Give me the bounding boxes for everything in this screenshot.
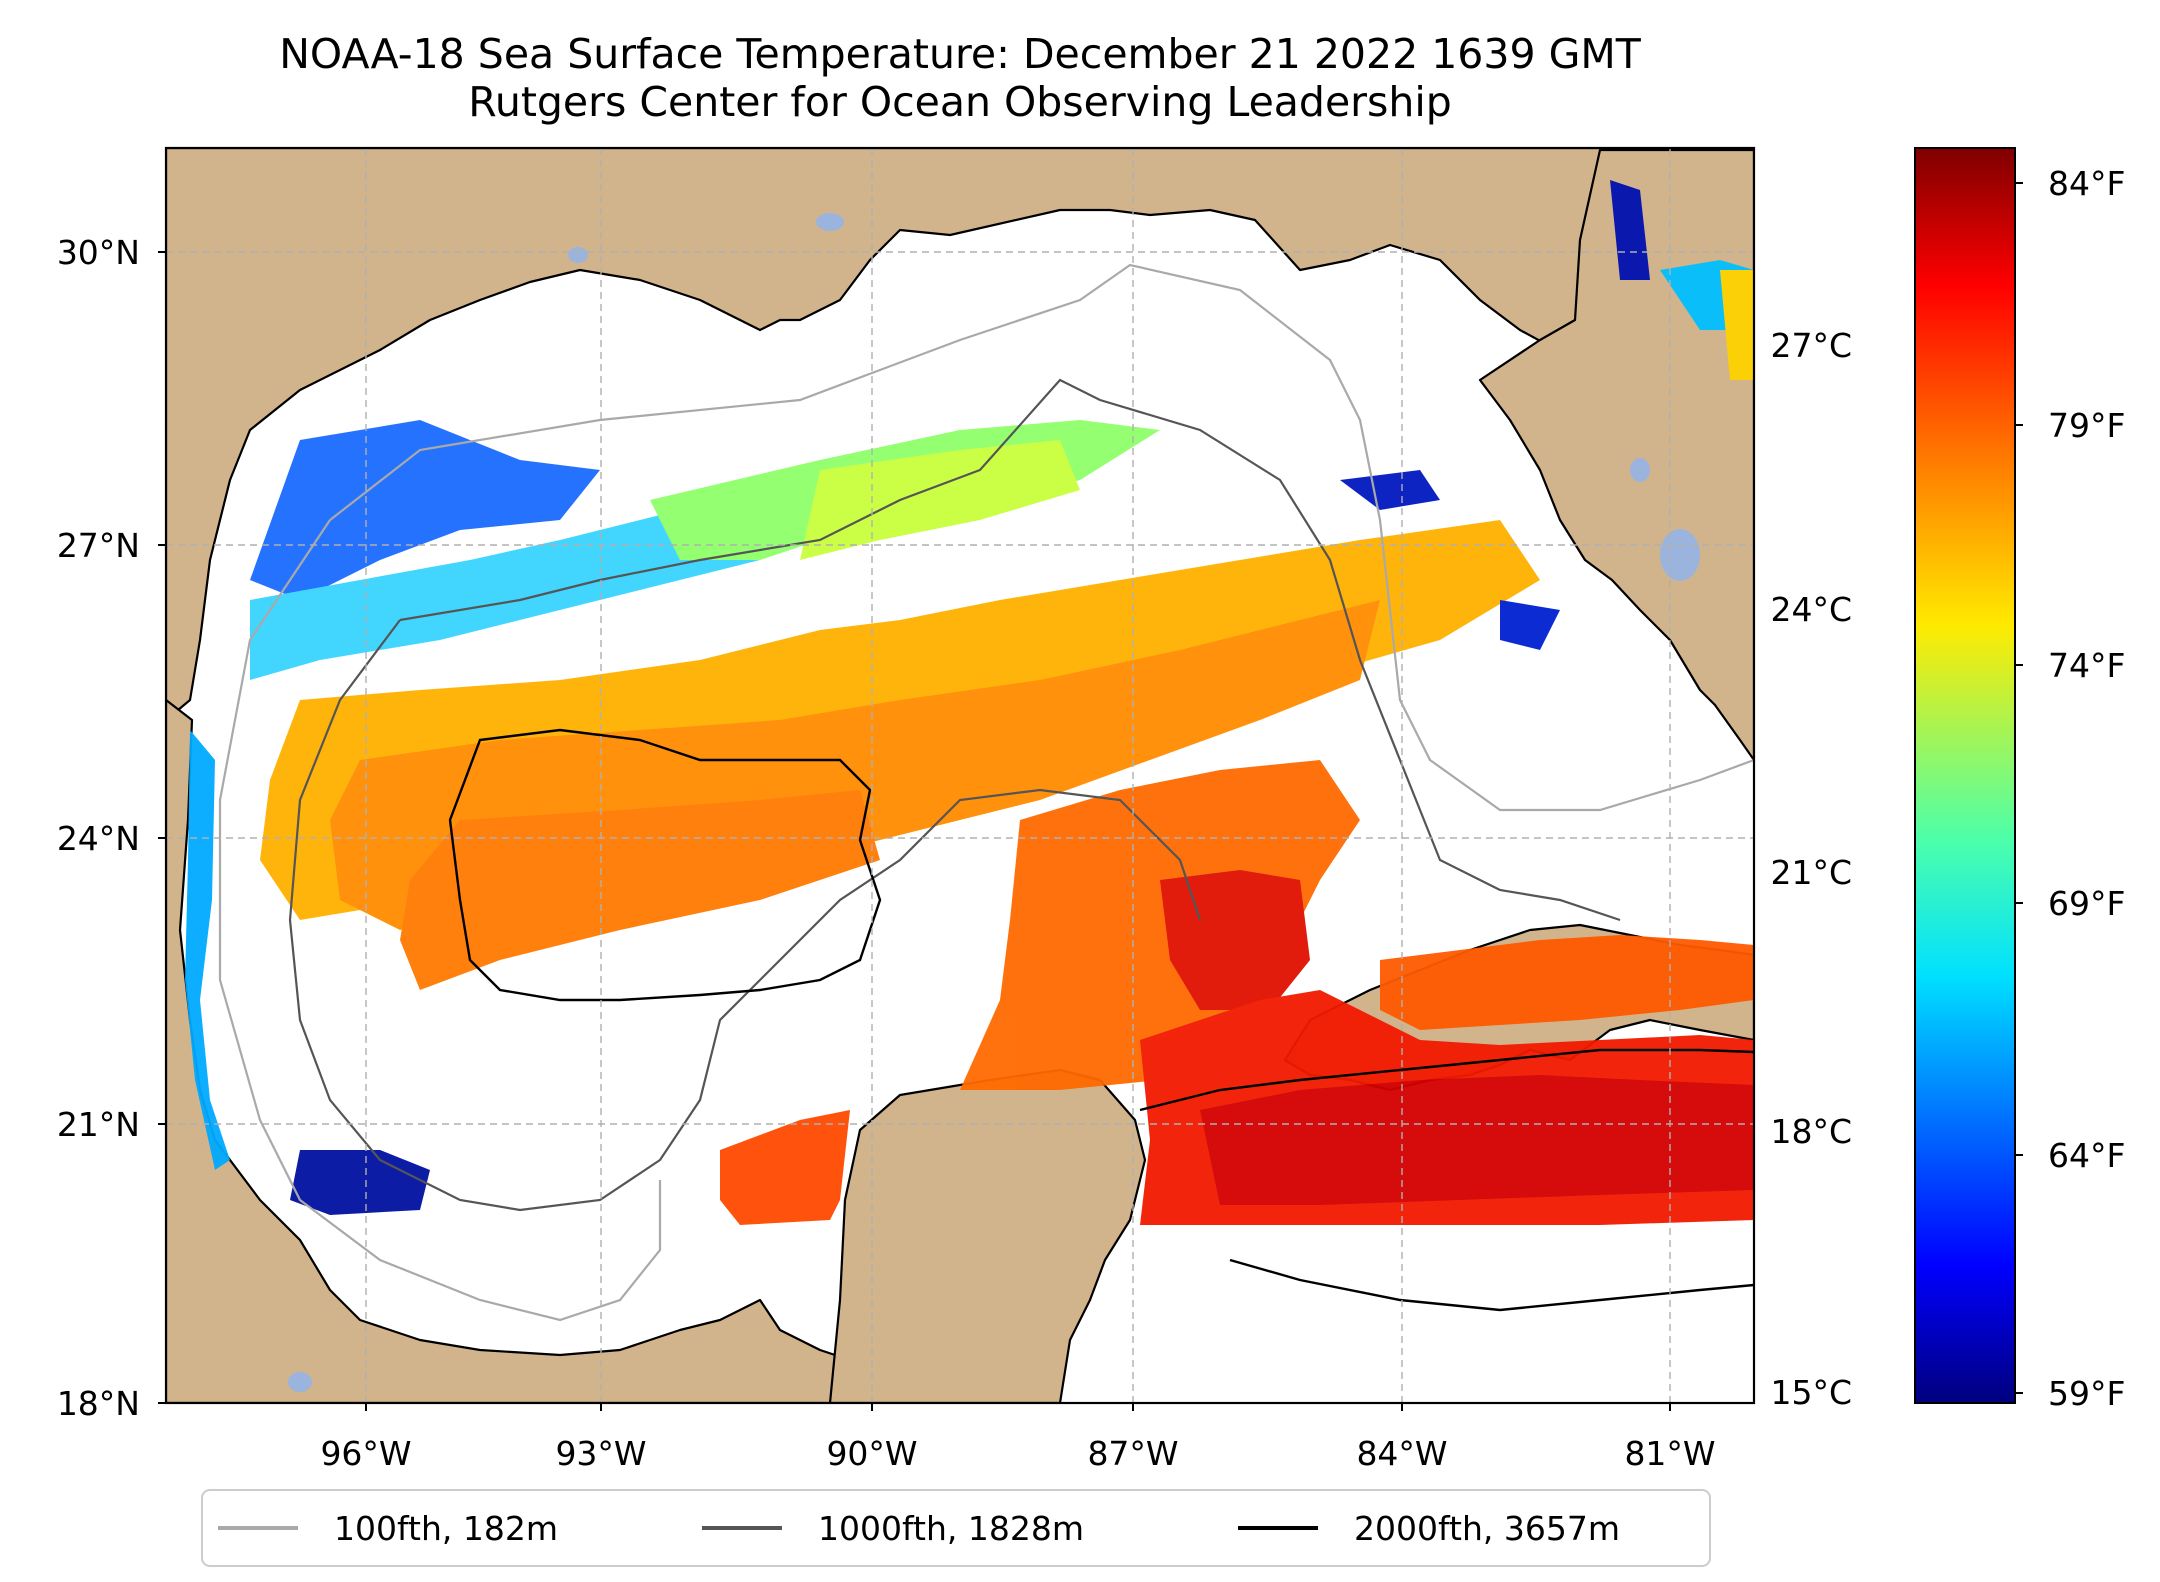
lon-axis: 96°W 93°W 90°W 87°W 84°W 81°W	[320, 1434, 1715, 1473]
fahrenheit-label: 74°F	[2048, 646, 2125, 685]
celsius-label: 18°C	[1770, 1112, 1852, 1151]
fahrenheit-label: 64°F	[2048, 1136, 2125, 1175]
lat-label: 18°N	[57, 1384, 140, 1423]
lon-label: 93°W	[555, 1434, 646, 1473]
celsius-label: 27°C	[1770, 326, 1852, 365]
legend: 100fth, 182m 1000fth, 1828m 2000fth, 365…	[201, 1489, 1711, 1567]
celsius-label: 15°C	[1770, 1373, 1852, 1412]
colorbar	[1914, 147, 2016, 1404]
map-frame	[164, 146, 1756, 1405]
lakes	[288, 213, 1700, 1392]
fahrenheit-label: 59°F	[2048, 1374, 2125, 1413]
fahrenheit-label: 79°F	[2048, 406, 2125, 445]
legend-label-2000fth: 2000fth, 3657m	[1354, 1509, 1620, 1548]
sst-data	[185, 180, 1754, 1225]
lon-label: 96°W	[320, 1434, 411, 1473]
lon-label: 87°W	[1087, 1434, 1178, 1473]
celsius-label: 24°C	[1770, 590, 1852, 629]
celsius-label: 21°C	[1770, 853, 1852, 892]
land-yucatan	[828, 1068, 1147, 1403]
lat-label: 30°N	[57, 233, 140, 272]
contour-1000fth	[288, 378, 1621, 1212]
map-area	[166, 148, 1754, 1403]
fahrenheit-label: 84°F	[2048, 164, 2125, 203]
lat-label: 21°N	[57, 1105, 140, 1144]
contour-2000fth	[448, 728, 1754, 1312]
lat-label: 24°N	[57, 819, 140, 858]
fahrenheit-label: 69°F	[2048, 884, 2125, 923]
legend-label-1000fth: 1000fth, 1828m	[818, 1509, 1084, 1548]
lat-label: 27°N	[57, 526, 140, 565]
lon-label: 90°W	[826, 1434, 917, 1473]
lon-label: 81°W	[1624, 1434, 1715, 1473]
celsius-axis: 27°C 24°C 21°C 18°C 15°C	[1770, 326, 1852, 1412]
map-subtitle: Rutgers Center for Ocean Observing Leade…	[468, 78, 1452, 126]
fahrenheit-axis: 84°F 79°F 74°F 69°F 64°F 59°F	[2048, 164, 2125, 1413]
lat-axis: 30°N 27°N 24°N 21°N 18°N	[57, 233, 140, 1423]
lon-label: 84°W	[1356, 1434, 1447, 1473]
gridlines	[166, 148, 1754, 1403]
contour-100fth	[218, 263, 1754, 1322]
legend-label-100fth: 100fth, 182m	[334, 1509, 558, 1548]
map-title: NOAA-18 Sea Surface Temperature: Decembe…	[279, 30, 1641, 78]
